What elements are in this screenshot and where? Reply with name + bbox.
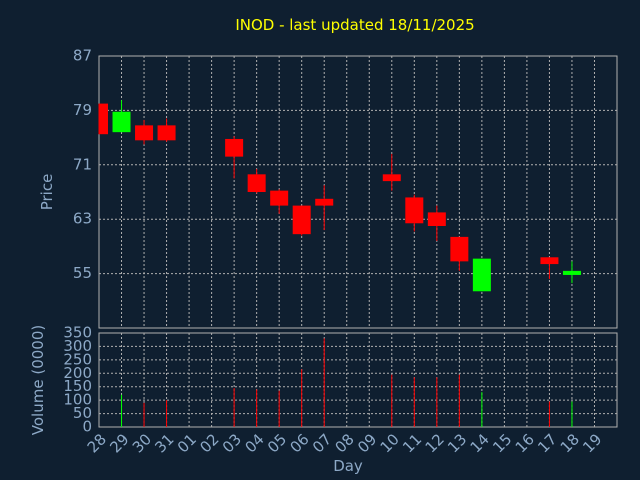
candle-body	[472, 258, 491, 292]
candle-body	[405, 197, 424, 224]
price-tick-label: 87	[73, 47, 92, 65]
price-grid	[99, 56, 617, 328]
volume-bars	[121, 338, 573, 427]
candles	[98, 100, 581, 292]
chart-title: INOD - last updated 18/11/2025	[235, 16, 474, 34]
volume-tick-label: 50	[73, 404, 92, 422]
volume-tick-label: 300	[63, 337, 92, 355]
volume-plot-frame	[98, 332, 618, 428]
volume-grid	[99, 333, 617, 427]
price-panel: 55 63 71 79 87	[73, 47, 618, 329]
candle-body	[247, 174, 266, 192]
volume-tick-label: 100	[63, 391, 92, 409]
volume-tick-label: 150	[63, 377, 92, 395]
volume-tick-label: 250	[63, 350, 92, 368]
price-tick-label: 63	[73, 210, 92, 228]
candle-body	[270, 190, 289, 206]
x-axis-label: Day	[333, 457, 363, 475]
candle-body	[135, 125, 154, 141]
candle-body	[157, 125, 176, 141]
candle-body	[112, 111, 131, 133]
volume-tick-label: 200	[63, 364, 92, 382]
candle-body	[382, 174, 401, 182]
price-tick-label: 79	[73, 101, 92, 119]
volume-axis-label: Volume (0000)	[29, 325, 47, 435]
price-plot-frame	[98, 55, 618, 329]
candle-body	[450, 236, 469, 262]
x-tick-label: 19	[579, 430, 605, 456]
volume-tick-label: 350	[63, 324, 92, 342]
candle-body	[315, 198, 334, 206]
candle-body	[540, 257, 559, 265]
price-axis-label: Price	[38, 174, 56, 211]
x-tick-labels: 2829303101020304050607080910111213141516…	[84, 430, 606, 456]
price-tick-label: 55	[73, 264, 92, 282]
price-tick-labels: 55 63 71 79 87	[73, 47, 92, 283]
candle-body	[562, 270, 581, 275]
candle-body	[225, 138, 244, 157]
candle-body	[427, 212, 446, 226]
price-tick-label: 71	[73, 155, 92, 173]
candle-body	[292, 205, 311, 235]
candle-body	[99, 103, 108, 135]
volume-tick-label: 0	[82, 418, 92, 436]
